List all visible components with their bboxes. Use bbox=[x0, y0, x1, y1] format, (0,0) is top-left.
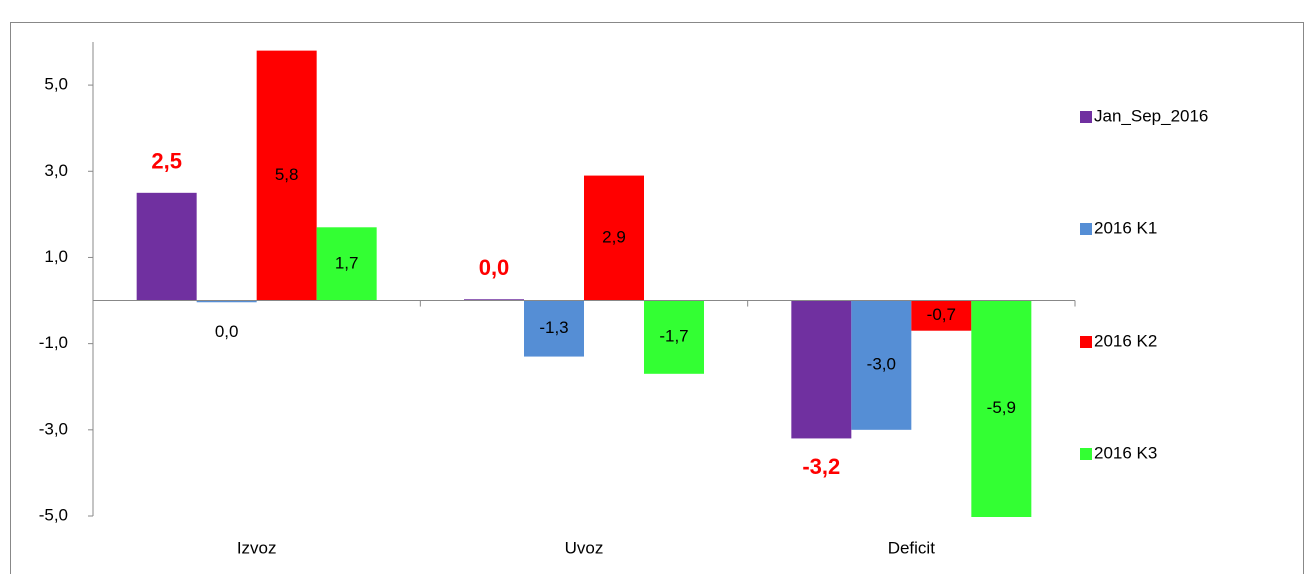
legend-label: 2016 K3 bbox=[1094, 443, 1157, 462]
bar bbox=[464, 299, 524, 301]
bar bbox=[256, 50, 317, 301]
bar bbox=[136, 192, 197, 301]
legend-label: 2016 K1 bbox=[1094, 218, 1157, 237]
data-label: -5,9 bbox=[987, 398, 1016, 417]
legend-label: Jan_Sep_2016 bbox=[1094, 106, 1208, 125]
bar bbox=[971, 300, 1032, 517]
data-label: 0,0 bbox=[215, 322, 239, 341]
data-label: -1,3 bbox=[539, 318, 568, 337]
y-tick-label: 5,0 bbox=[44, 75, 68, 94]
legend-swatch bbox=[1080, 336, 1092, 348]
data-label: -3,2 bbox=[802, 454, 840, 479]
legend-label: 2016 K2 bbox=[1094, 331, 1157, 350]
data-label: -1,7 bbox=[659, 327, 688, 346]
y-tick-label: -3,0 bbox=[39, 419, 68, 438]
x-tick-label: Deficit bbox=[888, 538, 936, 557]
chart-frame bbox=[10, 22, 1304, 574]
data-label: 2,5 bbox=[151, 149, 182, 174]
data-label: 5,8 bbox=[275, 165, 299, 184]
bar bbox=[196, 300, 257, 303]
data-label: 0,0 bbox=[479, 255, 510, 280]
bar bbox=[791, 300, 852, 439]
legend-swatch bbox=[1080, 111, 1092, 123]
bar bbox=[644, 300, 704, 374]
bar bbox=[524, 300, 584, 357]
x-tick-label: Izvoz bbox=[237, 538, 277, 557]
plot-area bbox=[136, 50, 1032, 517]
legend-swatch bbox=[1080, 223, 1092, 235]
bar bbox=[316, 227, 377, 301]
x-tick-label: Uvoz bbox=[565, 538, 604, 557]
bar bbox=[911, 300, 972, 331]
data-label: 1,7 bbox=[335, 253, 359, 272]
y-tick-label: -1,0 bbox=[39, 333, 68, 352]
y-tick-label: 3,0 bbox=[44, 161, 68, 180]
data-label: -0,7 bbox=[927, 305, 956, 324]
y-tick-label: -5,0 bbox=[39, 505, 68, 524]
bar bbox=[851, 300, 912, 430]
y-tick-label: 1,0 bbox=[44, 247, 68, 266]
legend-swatch bbox=[1080, 448, 1092, 460]
data-label: 2,9 bbox=[602, 228, 626, 247]
bar bbox=[584, 175, 644, 301]
data-label: -3,0 bbox=[867, 355, 896, 374]
